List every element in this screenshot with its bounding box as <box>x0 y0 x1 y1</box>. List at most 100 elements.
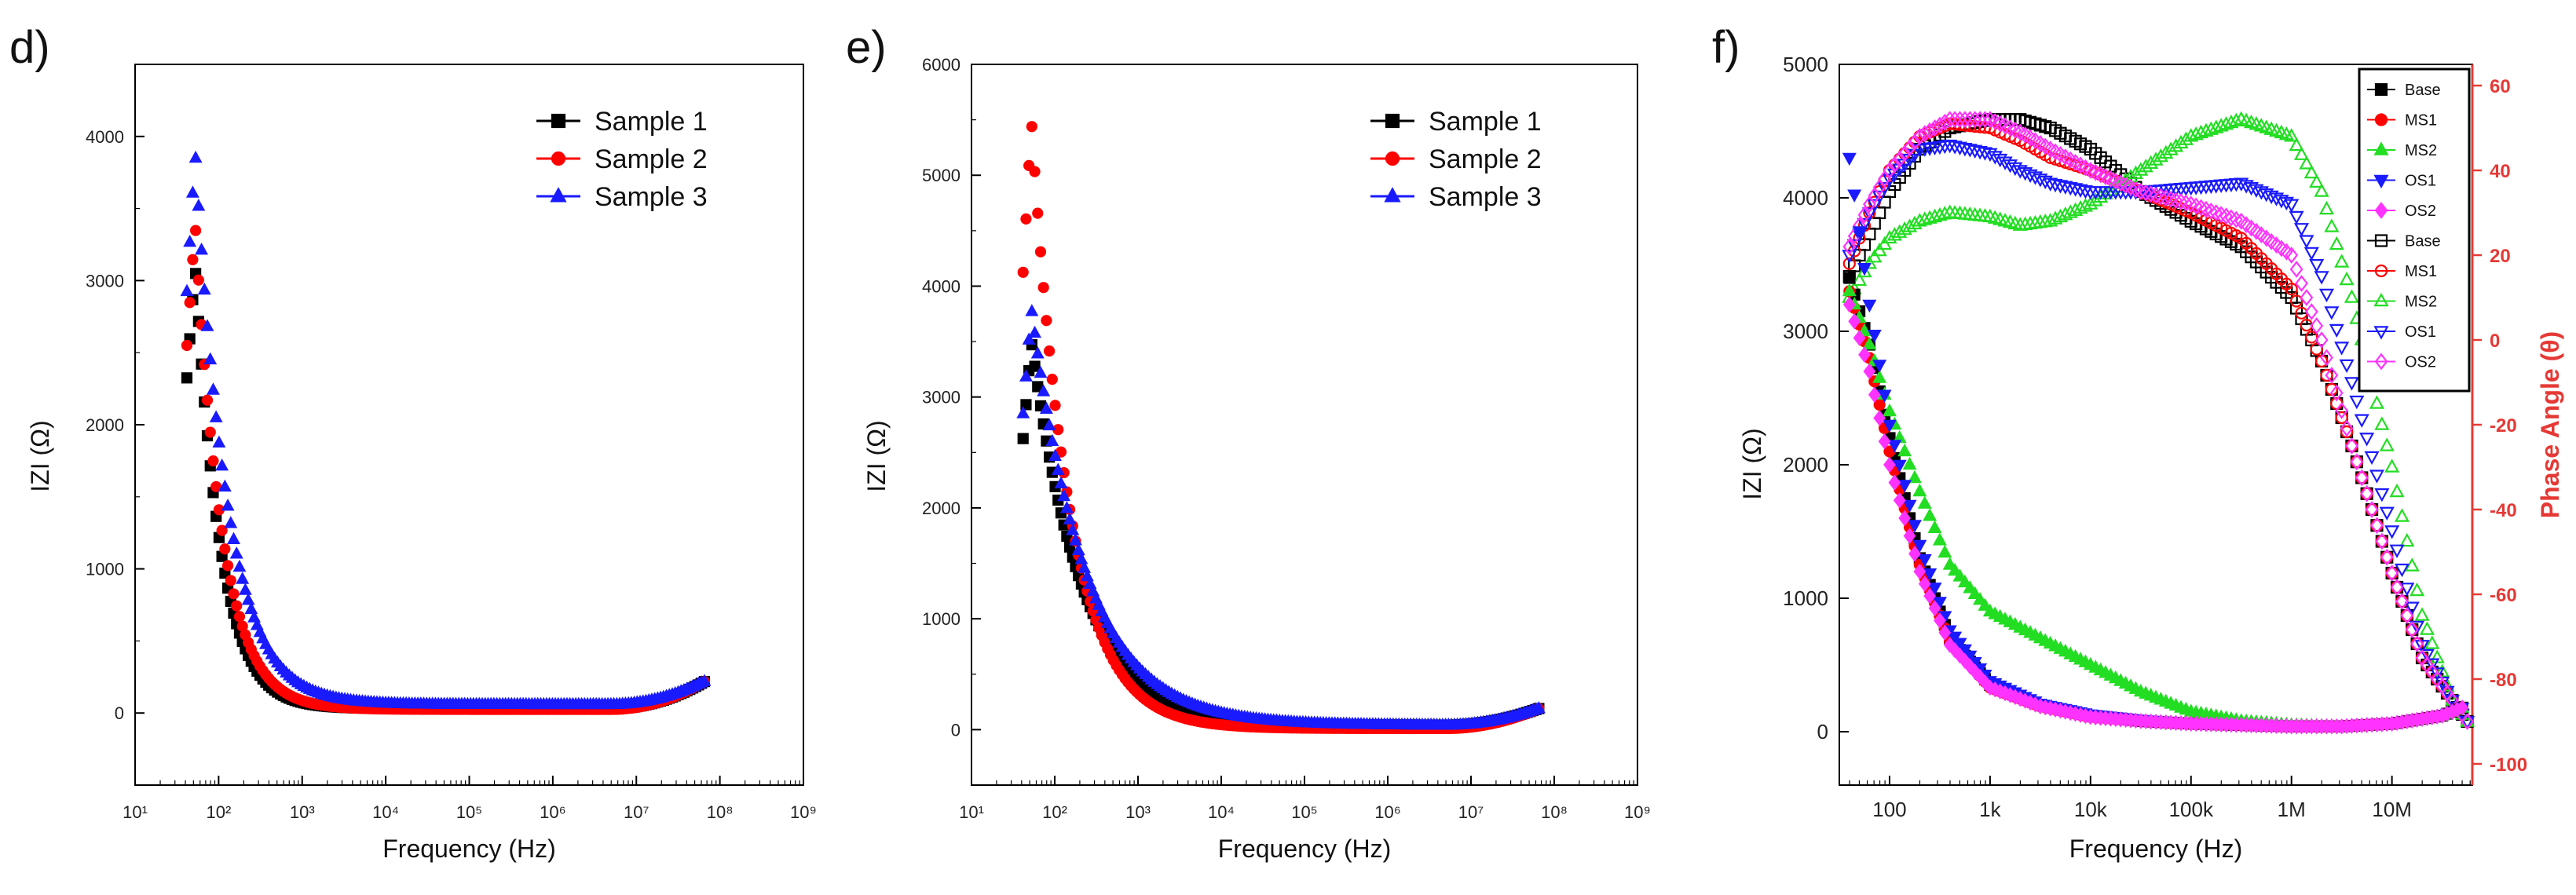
data-point <box>1882 403 1897 417</box>
data-point <box>1973 592 1988 605</box>
legend-label: Sample 2 <box>1429 144 1542 174</box>
data-point <box>2365 501 2379 518</box>
data-point <box>2012 165 2028 179</box>
data-point <box>1948 631 1963 645</box>
data-point <box>2077 184 2094 199</box>
data-point <box>2410 635 2424 652</box>
data-point <box>1034 246 1047 258</box>
legend-label: OS2 <box>2405 354 2436 371</box>
data-point <box>1967 586 1982 599</box>
data-point <box>1928 119 1941 137</box>
y-tick-label: 3000 <box>922 388 961 407</box>
legend-marker <box>1384 187 1401 203</box>
data-point <box>2144 185 2157 203</box>
data-point <box>1069 533 1082 546</box>
data-point <box>2399 532 2415 547</box>
data-point <box>1842 257 1856 270</box>
data-point <box>1852 272 1868 287</box>
data-point <box>2033 174 2048 188</box>
data-point <box>1857 217 1872 232</box>
data-point <box>215 458 229 471</box>
data-point <box>1907 469 1922 484</box>
x-tick-label: 10⁸ <box>1541 802 1568 822</box>
data-point <box>1882 419 1897 433</box>
data-point <box>2198 122 2214 137</box>
data-point <box>1048 448 1062 462</box>
legend-label: MS2 <box>2405 294 2437 311</box>
x-tick-label: 1k <box>1979 798 2001 821</box>
data-point <box>2018 167 2033 181</box>
data-point <box>1842 238 1857 256</box>
data-point <box>2299 235 2314 249</box>
data-point <box>1902 456 1917 470</box>
legend-label: MS1 <box>2405 263 2437 280</box>
data-point <box>1912 127 1927 145</box>
data-point <box>1903 528 1916 544</box>
data-point <box>1922 210 1937 224</box>
legend-label: Sample 1 <box>595 107 708 137</box>
data-point <box>2325 367 2339 384</box>
data-point <box>1942 557 1957 570</box>
data-point <box>2253 186 2269 200</box>
data-point <box>1020 213 1032 225</box>
legend-label: Sample 3 <box>595 182 708 212</box>
data-point <box>2305 331 2318 344</box>
data-point <box>1937 206 1952 220</box>
data-point <box>1016 406 1030 418</box>
data-point <box>225 575 236 586</box>
data-point <box>218 479 232 492</box>
data-point <box>1883 162 1897 179</box>
data-point <box>1877 181 1893 196</box>
data-point <box>1863 363 1876 380</box>
data-point <box>2022 169 2038 184</box>
x-tick-label: 10⁵ <box>456 802 483 822</box>
data-point <box>2324 306 2340 320</box>
y-tick-label: 1000 <box>86 560 124 579</box>
data-point <box>1037 282 1049 294</box>
data-point <box>1887 440 1902 453</box>
data-point <box>1057 488 1071 502</box>
data-point <box>1923 508 1937 521</box>
data-point <box>2380 548 2394 566</box>
data-point <box>1927 583 1942 596</box>
data-point <box>1952 637 1967 652</box>
data-point <box>2345 439 2358 453</box>
data-point <box>1032 207 1044 219</box>
data-point <box>2310 317 2324 334</box>
data-point <box>207 382 220 395</box>
data-point <box>2062 204 2078 218</box>
data-point <box>1933 116 1947 134</box>
data-point <box>1022 332 1036 345</box>
data-point <box>1977 147 1993 161</box>
data-point <box>2456 700 2469 716</box>
data-point <box>2395 594 2409 608</box>
data-point <box>1912 539 1927 553</box>
data-point <box>181 372 193 384</box>
data-point <box>2370 517 2384 535</box>
data-point <box>2435 663 2450 678</box>
data-point <box>2390 579 2404 596</box>
legend-marker <box>2373 292 2389 307</box>
x-tick-label: 10⁷ <box>1458 802 1484 822</box>
data-point <box>2134 183 2148 200</box>
data-point <box>2068 183 2084 197</box>
y-tick-label: 5000 <box>1783 53 1828 76</box>
data-point <box>2375 532 2389 550</box>
data-point <box>224 516 238 528</box>
data-point <box>2414 640 2430 654</box>
data-point <box>1927 520 1942 534</box>
data-point <box>2405 621 2419 638</box>
legend-label: Sample 1 <box>1429 107 1542 137</box>
data-point <box>2355 471 2369 484</box>
data-point <box>2058 206 2073 221</box>
data-point <box>2223 114 2239 129</box>
data-point <box>1882 174 1897 188</box>
data-point <box>2300 289 2314 306</box>
data-point <box>201 394 214 406</box>
data-point <box>1037 384 1051 396</box>
data-point <box>1862 299 1877 313</box>
series-sample-1 <box>1017 339 1545 731</box>
data-point <box>195 242 209 255</box>
data-point <box>2318 288 2335 303</box>
data-point <box>2178 131 2194 145</box>
